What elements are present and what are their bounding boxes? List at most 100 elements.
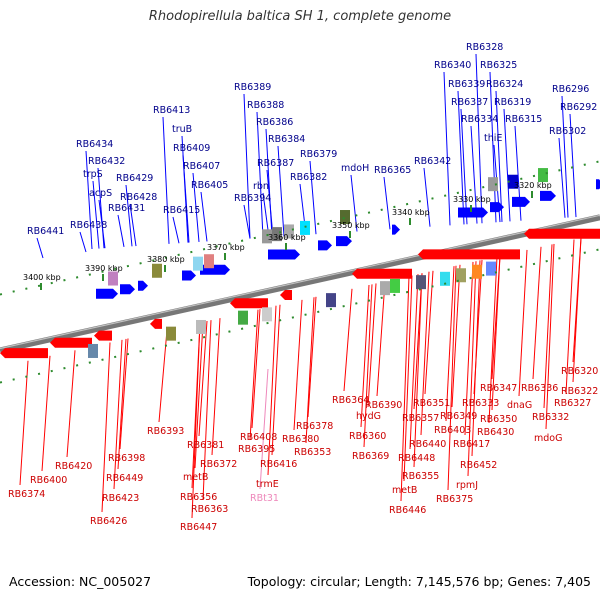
reverse-gene-label: RB6398 [108,453,145,464]
feature-box [196,319,206,334]
label-callout-line [420,271,430,436]
reverse-gene-label: RB6390 [365,400,402,411]
reverse-gene-label: RB6363 [191,504,228,515]
forward-gene-label: RB6342 [414,156,451,167]
label-callout-line [293,299,303,431]
reverse-gene-arrow [524,228,600,239]
label-callout-line [277,145,285,237]
feature-box [108,271,118,286]
reverse-gene-label: RB6350 [480,414,517,425]
feature-box [440,271,450,286]
label-callout-line [129,203,137,247]
feature-box [238,310,248,325]
reverse-gene-label: RB6423 [102,493,139,504]
feature-box [193,256,203,271]
reverse-gene-label: hydG [356,411,381,422]
label-callout-line [125,184,133,247]
feature-box [204,254,214,269]
reverse-gene-label: mdoG [534,433,562,444]
forward-gene-label: RB6325 [480,60,517,71]
label-callout-line [376,281,386,397]
label-callout-line [309,160,317,235]
forward-gene-label: RB6324 [486,79,523,90]
label-callout-line [447,265,457,491]
label-callout-line [424,270,434,395]
feature-box [272,227,282,242]
scale-label: 3340 kbp [392,208,430,217]
feature-labels: RB6328 RB6340 RB6325 RB6339 RB6324 RB6296 RB63… [8,42,598,533]
label-callout-line [243,93,251,239]
forward-gene-label: RB6379 [300,149,337,160]
forward-gene-label: RB6315 [505,114,542,125]
reverse-gene-label: RB6360 [349,431,386,442]
feature-box [300,220,310,235]
rna-gene-label: RBt31 [250,493,279,504]
label-callout-line [367,283,377,408]
scale-label: 3350 kbp [332,221,370,230]
forward-gene-label: RB6334 [461,114,498,125]
feature-box [262,229,272,244]
forward-gene-label: RB6386 [256,117,293,128]
forward-gene-arrow [512,196,530,207]
label-callout-line [558,137,566,218]
forward-gene-arrow [458,207,488,218]
reverse-gene-label: RB6349 [440,411,477,422]
label-callout-line [158,329,168,423]
scale-ticks: 3400 kbp 3390 kbp 3380 kbp 3370 kbp 3360 kbp… [0,160,600,384]
label-callout-line [503,108,511,222]
label-callout-line [85,150,93,250]
label-callout-line [19,360,29,486]
reverse-gene-label: RB6417 [453,439,490,450]
feature-box [456,268,466,283]
forward-gene-label: RB6405 [191,180,228,191]
forward-gene-arrow [120,284,135,295]
scale-label: 3390 kbp [85,264,123,273]
label-callout-line [172,216,180,244]
label-callout-line [403,275,413,482]
label-callout-line [119,338,129,450]
forward-gene-arrow [138,280,148,291]
forward-gene-label: RB6431 [108,203,145,214]
label-callout-line [518,249,528,397]
forward-gene-arrow [392,224,400,235]
backbone-highlight [0,214,600,350]
label-callout-line [101,342,111,513]
forward-gene-arrow [596,179,600,190]
label-callout-line [343,288,353,392]
forward-gene-label: RB6388 [247,100,284,111]
reverse-gene-label: RB6448 [398,453,435,464]
label-callout-line [569,113,577,218]
forward-gene-label: RB6339 [448,79,485,90]
label-callout-line [489,71,497,223]
reverse-gene-arrow [94,330,112,341]
forward-gene-label: RB6302 [549,126,586,137]
label-callout-line [491,255,501,411]
feature-box [88,343,98,358]
genome-title: Rhodopirellula baltica SH 1, complete ge… [148,9,452,24]
feature-box [416,275,426,290]
accession-label: Accession: NC_005027 [9,574,152,589]
forward-gene-label: RB6407 [183,161,220,172]
scale-label: 3330 kbp [453,195,491,204]
forward-gene-label: RB6409 [173,143,210,154]
scale-label: 3400 kbp [23,273,61,282]
label-callout-line [460,108,468,225]
forward-gene-label: truB [172,124,192,135]
reverse-gene-label: RB6322 [561,386,598,397]
forward-gene-label: RB6394 [234,193,271,204]
reverse-gene-label: trmE [256,479,279,490]
label-callout-line [194,321,204,469]
label-callout-line [66,350,76,458]
label-callout-line [198,320,208,437]
reverse-gene-label: RB6408 [240,432,277,443]
forward-gene-label: acpS [89,188,112,199]
forward-gene-arrow [96,288,118,299]
label-callout-line [561,95,569,218]
feature-box [152,263,162,278]
reverse-gene-arrow [50,337,92,348]
label-callout-line [36,237,44,259]
label-callout-line [445,266,455,422]
label-callout-line [271,304,281,456]
reverse-gene-label: RB6430 [477,427,514,438]
